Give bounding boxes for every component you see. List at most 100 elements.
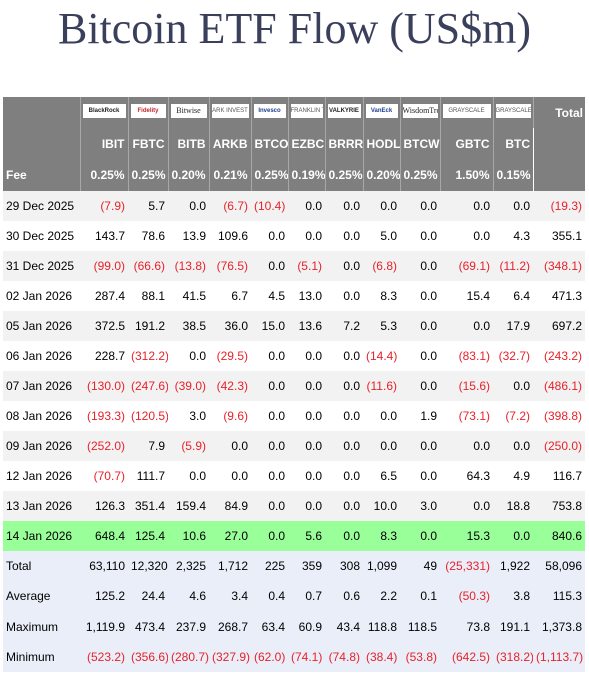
flow-value: 118.5 xyxy=(407,619,437,634)
row-date: 30 Dec 2025 xyxy=(6,229,75,243)
row-total: 697.2 xyxy=(551,319,582,333)
fee-cell: 0.25% xyxy=(251,159,289,191)
issuer-logo-cell: FRANKLIN TEMPLETON xyxy=(288,97,326,128)
flow-value: 2,325 xyxy=(175,559,206,574)
flow-value: (74.1) xyxy=(291,649,323,664)
ticker-header: HODL xyxy=(363,128,401,159)
table-row: 14 Jan 2026 648.4 125.4 10.6 27.0 0.0 5.6 0.0 8.… xyxy=(3,521,585,551)
flow-value: 12,320 xyxy=(131,559,168,574)
ticker-header: EZBC xyxy=(288,128,326,159)
flow-value: 0.0 xyxy=(473,229,490,243)
flow-value: 4.9 xyxy=(513,469,530,483)
flow-value: 0.0 xyxy=(473,439,490,453)
issuer-logo-cell: GRAYSCALE xyxy=(440,97,494,128)
table-row: Minimum (523.2) (356.6) (280.7) (327.9) (62.0… xyxy=(3,641,585,672)
flow-value: 7.9 xyxy=(148,439,165,453)
flow-value: (6.7) xyxy=(223,199,248,213)
flow-value: 0.0 xyxy=(513,529,530,543)
flow-value: (523.2) xyxy=(86,649,125,664)
flow-value: 0.0 xyxy=(420,319,437,333)
issuer-logo: FRANKLIN TEMPLETON xyxy=(290,104,323,118)
summary-label: Total xyxy=(6,559,32,574)
flow-value: 0.0 xyxy=(343,289,360,303)
flow-value: (14.4) xyxy=(366,349,398,363)
issuer-logo: Bitwise xyxy=(170,104,207,118)
row-total: 116.7 xyxy=(552,469,582,483)
flow-value: 73.8 xyxy=(466,619,490,634)
flow-value: 0.0 xyxy=(513,379,530,393)
issuer-logo: GRAYSCALE xyxy=(495,104,531,118)
flow-value: (252.0) xyxy=(86,439,125,453)
flow-value: (130.0) xyxy=(86,379,125,393)
row-date: 29 Dec 2025 xyxy=(6,199,75,213)
row-date: 09 Jan 2026 xyxy=(6,439,73,453)
flow-value: 15.3 xyxy=(466,529,490,543)
flow-value: 0.0 xyxy=(420,229,437,243)
table-row: 05 Jan 2026 372.5 191.2 38.5 36.0 15.0 13.6 7.2… xyxy=(3,311,585,341)
flow-value: (70.7) xyxy=(93,469,125,483)
ticker-row: IBIT FBTC BITB ARKB BTCO EZBC BRRR HODL BTCW GBTC… xyxy=(3,128,585,159)
issuer-logo: VanEck xyxy=(365,104,398,118)
flow-value: 1,119.9 xyxy=(85,619,125,634)
flow-value: 0.0 xyxy=(473,499,490,513)
flow-value: (10.4) xyxy=(254,199,286,213)
flow-value: 0.0 xyxy=(343,439,360,453)
flow-value: 5.7 xyxy=(148,199,165,213)
flow-value: 0.0 xyxy=(343,229,360,243)
flow-value: 0.0 xyxy=(380,439,397,453)
flow-value: 0.0 xyxy=(268,409,285,423)
flow-value: (642.5) xyxy=(451,649,490,664)
flow-value: 18.8 xyxy=(506,499,530,513)
flow-value: (193.3) xyxy=(86,409,125,423)
flow-value: 0.0 xyxy=(189,349,206,363)
flow-value: 78.6 xyxy=(141,229,165,243)
issuer-logo-cell: GRAYSCALE xyxy=(493,97,534,128)
flow-value: 43.4 xyxy=(336,619,360,634)
flow-value: 1,712 xyxy=(217,559,248,574)
fee-cell: 0.20% xyxy=(168,159,210,191)
flow-value: 64.3 xyxy=(466,469,490,483)
flow-value: 0.0 xyxy=(268,349,285,363)
flow-value: 41.5 xyxy=(182,289,206,303)
flow-value: 36.0 xyxy=(224,319,248,333)
flow-value: (15.6) xyxy=(458,379,490,393)
flow-value: (25,331) xyxy=(445,559,490,574)
flow-value: 84.9 xyxy=(224,499,248,513)
flow-value: 3.0 xyxy=(420,499,437,513)
flow-value: 0.0 xyxy=(420,469,437,483)
issuer-logo: BlackRock xyxy=(82,104,126,118)
flow-value: (39.0) xyxy=(174,379,206,393)
flow-value: 268.7 xyxy=(217,619,248,634)
flow-value: (280.7) xyxy=(171,649,209,664)
ticker-header: BTC xyxy=(505,136,530,151)
row-date: 06 Jan 2026 xyxy=(6,349,73,363)
row-date: 07 Jan 2026 xyxy=(6,379,73,393)
flow-value: 5.3 xyxy=(380,319,397,333)
flow-value: (69.1) xyxy=(458,259,490,273)
flow-value: 6.5 xyxy=(380,469,397,483)
flow-value: 5.0 xyxy=(380,229,397,243)
row-total: 355.1 xyxy=(551,229,582,243)
flow-value: 228.7 xyxy=(94,349,125,363)
ticker-header: GBTC xyxy=(440,128,494,159)
flow-value: 3.8 xyxy=(513,589,530,604)
flow-value: 0.0 xyxy=(268,469,285,483)
summary-label: Maximum xyxy=(6,619,59,634)
row-date: 02 Jan 2026 xyxy=(6,289,73,303)
flow-value: 0.0 xyxy=(420,349,437,363)
fee-row: Fee 0.25% 0.25% 0.20% 0.21% 0.25% 0.19% 0.25% 0… xyxy=(3,159,585,191)
flow-value: 0.0 xyxy=(305,349,322,363)
flow-value: (356.6) xyxy=(131,649,168,664)
flow-value: 237.9 xyxy=(175,619,206,634)
flow-value: (327.9) xyxy=(212,649,251,664)
table-row: 30 Dec 2025 143.7 78.6 13.9 109.6 0.0 0.0 0.0 5.… xyxy=(3,221,585,251)
row-total: 58,096 xyxy=(545,559,582,574)
flow-value: (11.2) xyxy=(499,259,530,273)
flow-value: 0.0 xyxy=(473,199,490,213)
flow-value: 0.0 xyxy=(343,499,360,513)
flow-value: 60.9 xyxy=(298,619,322,634)
flow-value: 8.3 xyxy=(380,529,397,543)
flow-value: 27.0 xyxy=(224,529,248,543)
flow-value: 0.0 xyxy=(343,349,360,363)
flow-value: 1,099 xyxy=(366,559,397,574)
